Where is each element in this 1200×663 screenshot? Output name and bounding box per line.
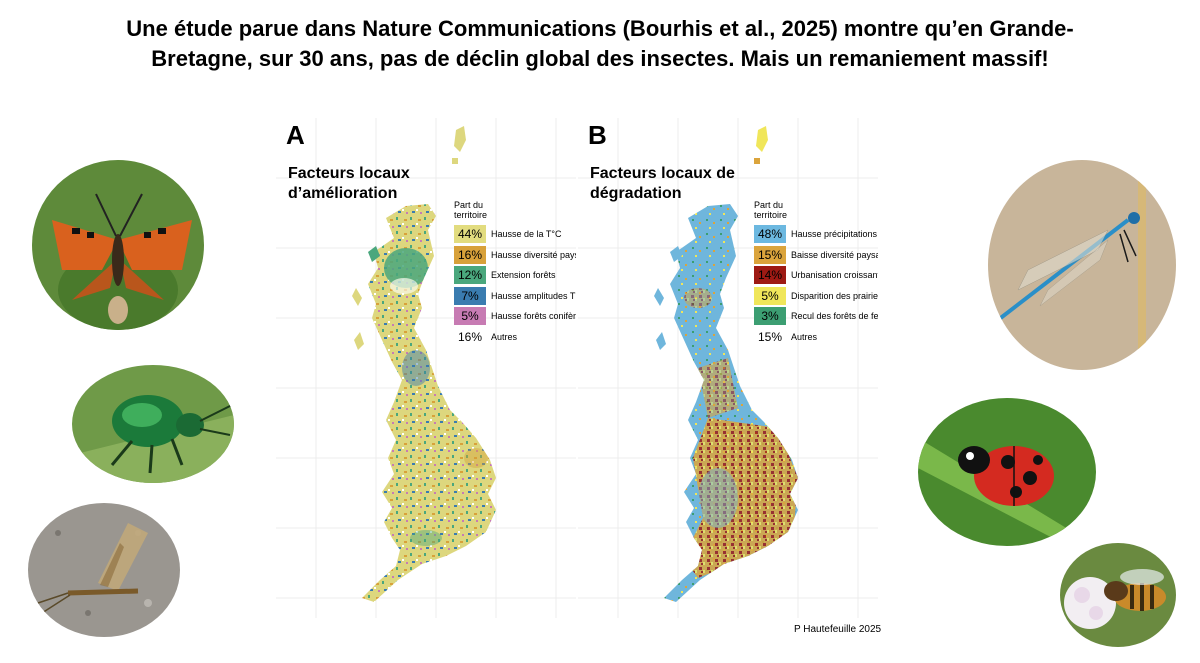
legend-item: 12% Extension forêts (454, 265, 576, 286)
beetle-photo (72, 365, 234, 483)
legend-heading-line-1: Part du (454, 200, 484, 210)
legend-swatch: 14% (754, 266, 786, 285)
legend-item-other: 15% Autres (754, 327, 878, 348)
legend-label: Hausse précipitations estivales (791, 229, 878, 240)
bee-photo (1060, 543, 1176, 647)
legend-swatch: 5% (454, 307, 486, 326)
legend-label: Hausse amplitudes T°C (491, 290, 576, 301)
legend-swatch: 15% (757, 329, 783, 344)
panel-degradation: B Facteurs locaux de dégradation Part du… (578, 118, 878, 618)
legend-heading-line-1: Part du (754, 200, 784, 210)
legend-swatch: 3% (754, 307, 786, 326)
legend-item: 14% Urbanisation croissante (754, 265, 878, 286)
page-title: Une étude parue dans Nature Communicatio… (126, 16, 1074, 71)
butterfly-icon (32, 160, 204, 330)
legend-swatch: 5% (754, 286, 786, 305)
panel-improvement: A Facteurs locaux d’amélioration Part du… (276, 118, 576, 618)
legend-degradation: Part du territoire 48% Hausse précipitati… (754, 200, 878, 347)
ladybird-photo (918, 398, 1096, 546)
legend-label: Extension forêts (491, 270, 556, 281)
legend-item: 5% Hausse forêts conifères (454, 306, 576, 327)
legend-heading-line-2: territoire (754, 210, 788, 220)
legend-label: Disparition des prairies semi-naturelles (791, 290, 878, 301)
legend-swatch: 16% (457, 329, 483, 344)
panel-letter: A (286, 120, 305, 150)
legend-heading: Part du territoire (754, 200, 878, 220)
legend-label: Urbanisation croissante (791, 270, 878, 281)
legend-item: 7% Hausse amplitudes T°C (454, 286, 576, 307)
legend-item-other: 16% Autres (454, 327, 576, 348)
panel-heading-line-2: d’amélioration (288, 185, 398, 202)
britain-map-b (654, 126, 798, 602)
legend-swatch: 48% (754, 225, 786, 244)
legend-label: Hausse de la T°C (491, 229, 562, 240)
panel-heading-line-1: Facteurs locaux de (590, 165, 735, 182)
legend-item: 48% Hausse précipitations estivales (754, 224, 878, 245)
mayfly-icon (28, 503, 180, 637)
legend-heading: Part du territoire (454, 200, 576, 220)
legend-swatch: 12% (454, 266, 486, 285)
legend-item: 44% Hausse de la T°C (454, 224, 576, 245)
legend-swatch: 44% (454, 225, 486, 244)
panel-heading: Facteurs locaux de dégradation (590, 164, 735, 204)
legend-item: 5% Disparition des prairies semi-naturell… (754, 286, 878, 307)
panel-heading-line-2: dégradation (590, 185, 682, 202)
legend-swatch: 16% (454, 245, 486, 264)
panel-letter: B (588, 120, 607, 150)
legend-label: Recul des forêts de feuillus (791, 311, 878, 322)
panel-heading: Facteurs locaux d’amélioration (288, 164, 410, 204)
britain-map-a (352, 126, 496, 602)
mayfly-photo (28, 503, 180, 637)
damselfly-photo (988, 160, 1176, 370)
legend-item: 16% Hausse diversité paysages (454, 245, 576, 266)
butterfly-photo (32, 160, 204, 330)
damselfly-icon (988, 160, 1176, 370)
legend-label: Hausse forêts conifères (491, 311, 576, 322)
legend-improvement: Part du territoire 44% Hausse de la T°C 1… (454, 200, 576, 347)
legend-heading-line-2: territoire (454, 210, 488, 220)
legend-label: Autres (791, 331, 818, 342)
panel-heading-line-1: Facteurs locaux (288, 165, 410, 182)
legend-item: 3% Recul des forêts de feuillus (754, 306, 878, 327)
bee-icon (1060, 543, 1176, 647)
credit-text: P Hautefeuille 2025 (794, 624, 882, 635)
legend-label: Autres (491, 331, 518, 342)
legend-label: Baisse diversité paysages (791, 249, 878, 260)
beetle-icon (72, 365, 234, 483)
ladybird-icon (918, 398, 1096, 546)
legend-swatch: 7% (454, 286, 486, 305)
legend-swatch: 15% (754, 245, 786, 264)
legend-item: 15% Baisse diversité paysages (754, 245, 878, 266)
legend-label: Hausse diversité paysages (491, 249, 576, 260)
